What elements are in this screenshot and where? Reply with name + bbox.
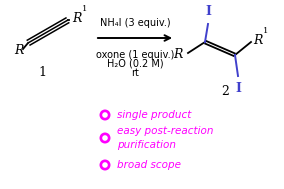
- Circle shape: [102, 162, 108, 168]
- Text: broad scope: broad scope: [117, 160, 181, 170]
- Text: easy post-reaction
purification: easy post-reaction purification: [117, 126, 214, 150]
- Circle shape: [99, 109, 110, 121]
- Text: I: I: [235, 82, 241, 95]
- Text: NH₄I (3 equiv.): NH₄I (3 equiv.): [100, 18, 170, 28]
- Text: 1: 1: [82, 5, 87, 13]
- Circle shape: [102, 135, 108, 141]
- Text: 1: 1: [263, 27, 268, 35]
- Text: R: R: [14, 43, 23, 57]
- Text: R: R: [253, 33, 262, 46]
- Text: I: I: [205, 5, 211, 18]
- Text: R: R: [72, 12, 82, 25]
- Text: 2: 2: [221, 85, 229, 98]
- Text: H₂O (0.2 M): H₂O (0.2 M): [107, 59, 163, 69]
- Circle shape: [99, 160, 110, 170]
- Circle shape: [102, 112, 108, 118]
- Text: single product: single product: [117, 110, 191, 120]
- Text: 1: 1: [38, 66, 46, 78]
- Text: rt: rt: [131, 68, 139, 78]
- Text: R: R: [174, 49, 183, 61]
- Circle shape: [99, 132, 110, 143]
- Text: oxone (1 equiv.): oxone (1 equiv.): [96, 50, 174, 60]
